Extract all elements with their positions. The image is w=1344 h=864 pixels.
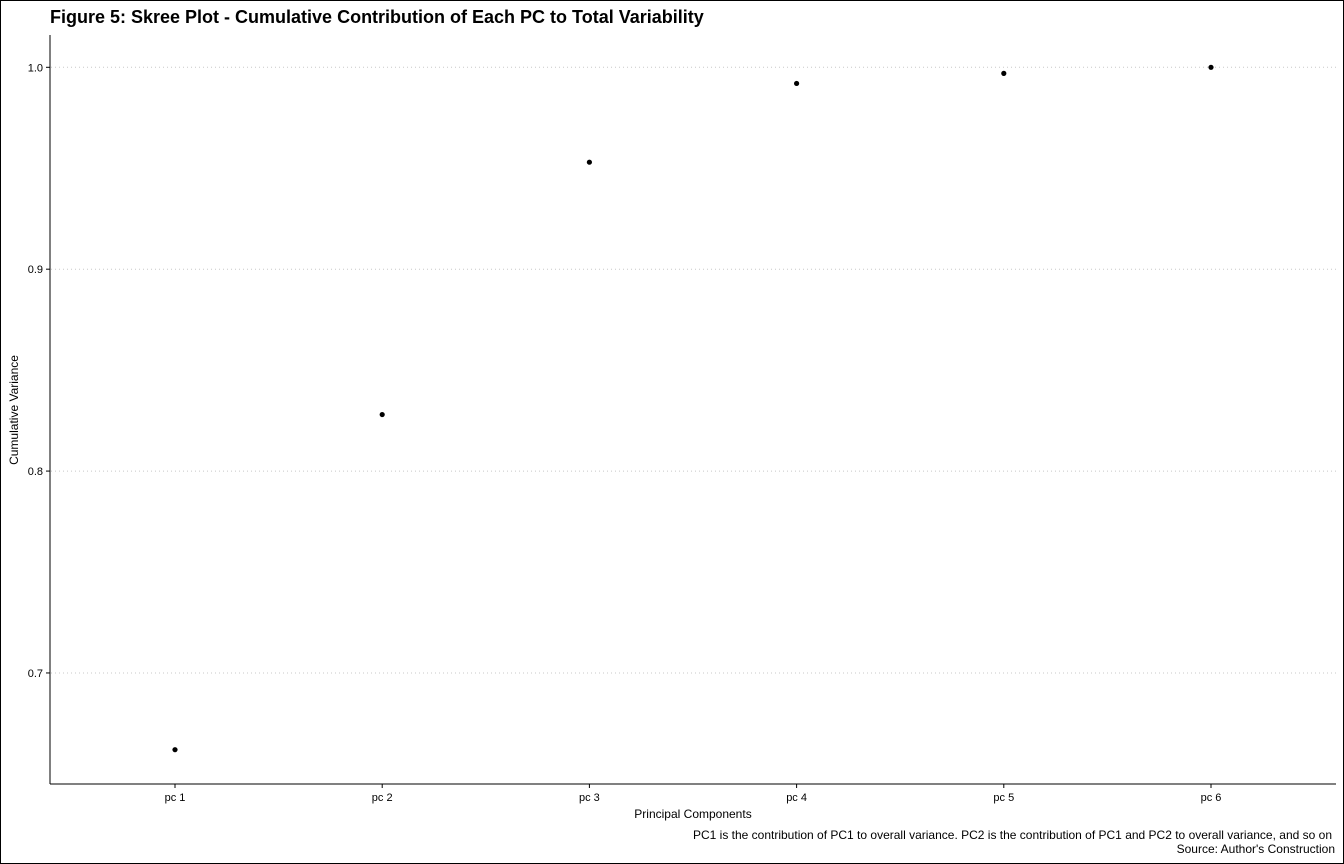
y-tick-label-2: 0.9 — [28, 264, 43, 276]
data-point-2 — [379, 411, 385, 418]
y-tick-label-3: 1.0 — [28, 62, 43, 74]
data-point-1 — [172, 747, 178, 753]
x-tick-label-3: pc 4 — [786, 792, 807, 804]
x-tick-label-1: pc 2 — [372, 792, 393, 804]
x-axis-title: Principal Components — [634, 807, 751, 821]
x-tick-label-4: pc 5 — [993, 792, 1014, 804]
grid-lines — [51, 66, 1336, 674]
data-point-3 — [586, 159, 593, 165]
y-tick-label-1: 0.8 — [28, 466, 43, 478]
caption-note: PC1 is the contribution of PC1 to overal… — [693, 828, 1332, 842]
y-tick-label-0: 0.7 — [28, 668, 43, 680]
data-point-5 — [1001, 70, 1007, 76]
data-point-6 — [1208, 64, 1214, 70]
caption-source: Source: Author's Construction — [1177, 842, 1335, 856]
x-tick-label-2: pc 3 — [579, 792, 600, 804]
y-ticks: 0.7 0.8 0.9 1.0 — [28, 62, 50, 680]
data-points — [172, 64, 1214, 753]
x-ticks: pc 1 pc 2 pc 3 pc 4 pc 5 pc 6 — [165, 784, 1222, 804]
y-axis-title: Cumulative Variance — [7, 355, 21, 465]
data-point-4 — [794, 80, 800, 87]
x-tick-label-5: pc 6 — [1201, 792, 1222, 804]
chart-title: Figure 5: Skree Plot - Cumulative Contri… — [50, 7, 704, 27]
x-tick-label-0: pc 1 — [165, 792, 186, 804]
